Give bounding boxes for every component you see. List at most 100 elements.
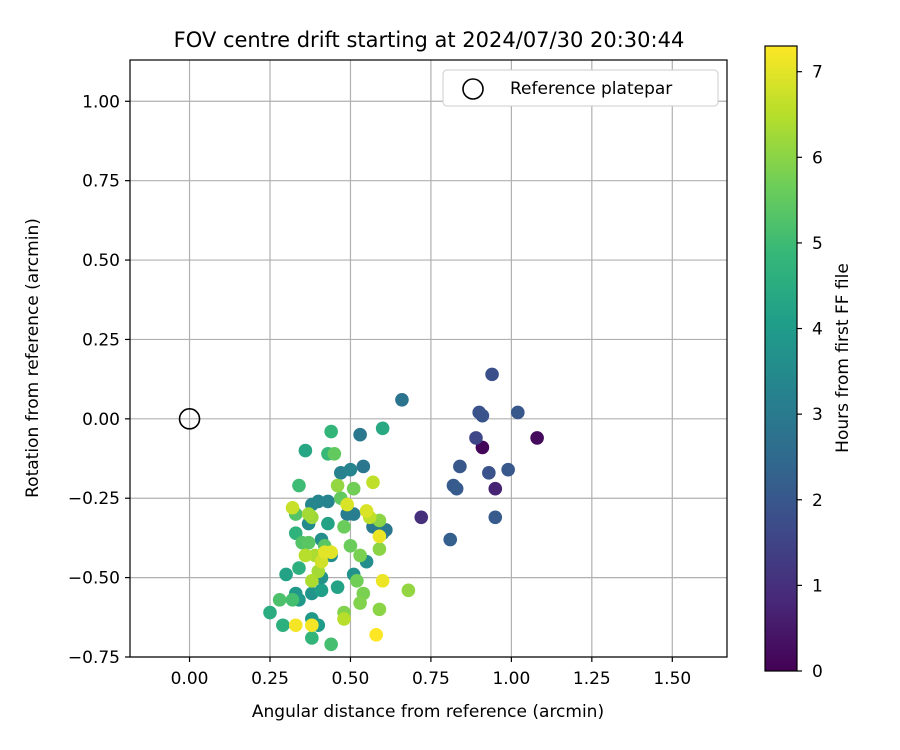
y-tick-label: −0.50 [68,569,120,589]
data-point [449,481,464,496]
data-point [340,507,355,521]
data-point [327,446,342,461]
x-axis-ticks: 0.00 0.25 0.50 0.75 1.00 1.25 1.50 [171,657,691,689]
y-tick-label: 0.25 [82,330,120,350]
y-tick-label: 0.00 [82,410,120,430]
x-tick-label: 1.50 [653,669,691,689]
data-point [276,618,290,633]
data-point [301,507,316,521]
data-point [488,510,503,525]
data-point [292,478,306,493]
data-point [324,637,338,652]
data-point [530,431,544,445]
data-point [372,602,387,617]
plot-area [130,60,727,657]
chart-title: FOV centre drift starting at 2024/07/30 … [174,28,685,52]
data-point [340,497,355,512]
y-tick-label: −0.25 [68,489,120,509]
data-point [488,481,503,496]
data-point [372,529,387,544]
data-point [414,510,429,525]
x-tick-label: 1.00 [492,669,530,689]
y-tick-label: 0.50 [82,251,120,271]
data-point [321,516,335,531]
data-point [353,427,367,442]
data-point [321,494,335,509]
data-point [372,542,387,556]
data-point [301,535,316,550]
colorbar-tick-label: 7 [812,63,823,83]
data-point [469,431,483,445]
legend: Reference platepar [442,69,719,107]
data-point [305,631,319,645]
data-point [279,567,293,582]
data-points [263,367,544,652]
data-point [330,478,345,493]
data-point [366,475,380,490]
data-point [272,593,287,607]
y-axis-ticks: 1.00 0.75 0.50 0.25 0.00 −0.25 −0.50 −0.75 [68,92,130,668]
data-point [324,545,338,560]
data-point [475,440,490,455]
y-tick-label: 1.00 [82,92,120,112]
legend-box [442,69,719,107]
data-point [475,408,490,423]
x-tick-label: 0.50 [332,669,370,689]
colorbar [764,45,798,672]
colorbar-tick-label: 4 [812,320,823,340]
data-point [375,573,390,588]
data-point [356,459,371,474]
colorbar-tick-label: 3 [812,405,823,425]
colorbar-tick-label: 0 [812,662,823,682]
data-point [353,548,367,563]
y-tick-label: −0.75 [68,648,120,668]
data-point [501,462,515,477]
data-point [298,548,313,563]
data-point [263,605,277,620]
data-point [330,580,345,594]
colorbar-tick-label: 1 [812,576,823,596]
data-point [353,596,367,610]
reference-marker [178,408,201,430]
data-point [401,583,416,598]
data-point [337,612,351,626]
data-point [343,539,358,553]
data-point [324,424,338,439]
data-point [369,627,384,642]
data-point [443,532,458,547]
legend-label: Reference platepar [510,79,672,99]
colorbar-label: Hours from first FF file [833,263,853,453]
x-tick-label: 0.00 [171,669,209,689]
plot-frame [129,59,728,658]
data-point [511,405,525,420]
x-tick-label: 0.75 [412,669,450,689]
colorbar-tick-label: 6 [812,148,823,168]
colorbar-tick-label: 2 [812,491,823,511]
grid-lines [130,60,727,658]
data-point [359,504,374,518]
data-point [305,618,319,633]
x-tick-label: 0.25 [251,669,289,689]
data-point [350,573,364,588]
data-point [292,561,306,575]
data-point [285,593,300,607]
data-point [298,443,313,458]
data-point [485,367,499,382]
data-point [288,618,303,633]
data-point [288,526,303,540]
data-point [346,481,361,496]
x-tick-label: 1.25 [573,669,611,689]
legend-marker-icon [462,78,484,100]
colorbar-tick-label: 5 [812,234,823,254]
data-point [314,583,329,598]
colorbar-ticks: 0 1 2 3 4 5 6 7 [797,63,823,682]
data-point [375,421,390,436]
data-point [343,462,358,477]
data-point [285,500,300,515]
data-point [395,392,409,407]
data-point [305,573,319,588]
y-axis-label: Rotation from reference (arcmin) [23,218,43,498]
x-axis-label: Angular distance from reference (arcmin) [252,702,604,722]
data-point [453,459,467,474]
